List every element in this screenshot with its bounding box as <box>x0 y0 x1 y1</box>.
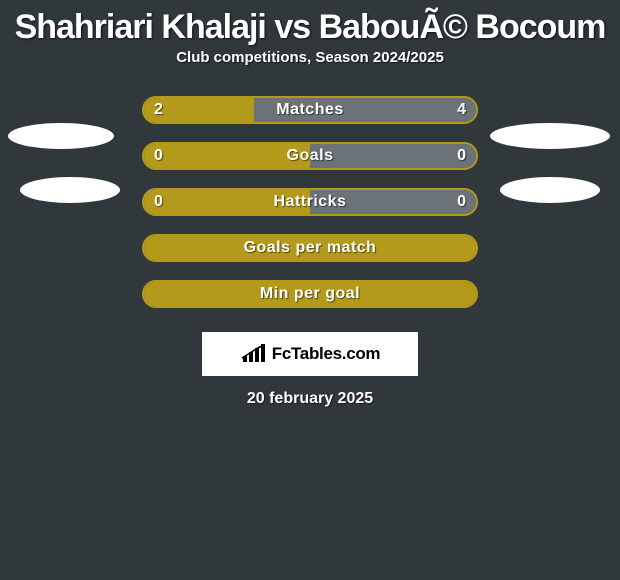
decorative-ellipse <box>8 123 114 149</box>
stat-label: Goals <box>142 142 478 170</box>
stat-row: Matches2 4 <box>142 96 478 124</box>
logo-text: FcTables.com <box>272 344 381 364</box>
logo-box: FcTables.com <box>202 332 418 376</box>
stat-label: Matches <box>142 96 478 124</box>
stat-value-right: 4 <box>457 96 466 124</box>
stat-value-left: 2 <box>154 96 163 124</box>
stat-value-right: 0 <box>457 188 466 216</box>
stat-label: Goals per match <box>142 234 478 262</box>
bar-chart-icon <box>240 344 270 364</box>
stat-row: Min per goal <box>142 280 478 308</box>
stat-label: Min per goal <box>142 280 478 308</box>
stat-label: Hattricks <box>142 188 478 216</box>
decorative-ellipse <box>490 123 610 149</box>
subtitle: Club competitions, Season 2024/2025 <box>0 49 620 66</box>
stat-row: Goals0 0 <box>142 142 478 170</box>
stat-value-right: 0 <box>457 142 466 170</box>
page-title: Shahriari Khalaji vs BabouÃ© Bocoum <box>0 0 620 47</box>
infographic-root: Shahriari Khalaji vs BabouÃ© Bocoum Club… <box>0 0 620 580</box>
decorative-ellipse <box>20 177 120 203</box>
stat-row: Goals per match <box>142 234 478 262</box>
stat-value-left: 0 <box>154 188 163 216</box>
date-text: 20 february 2025 <box>0 390 620 408</box>
stat-value-left: 0 <box>154 142 163 170</box>
stat-row: Hattricks0 0 <box>142 188 478 216</box>
decorative-ellipse <box>500 177 600 203</box>
